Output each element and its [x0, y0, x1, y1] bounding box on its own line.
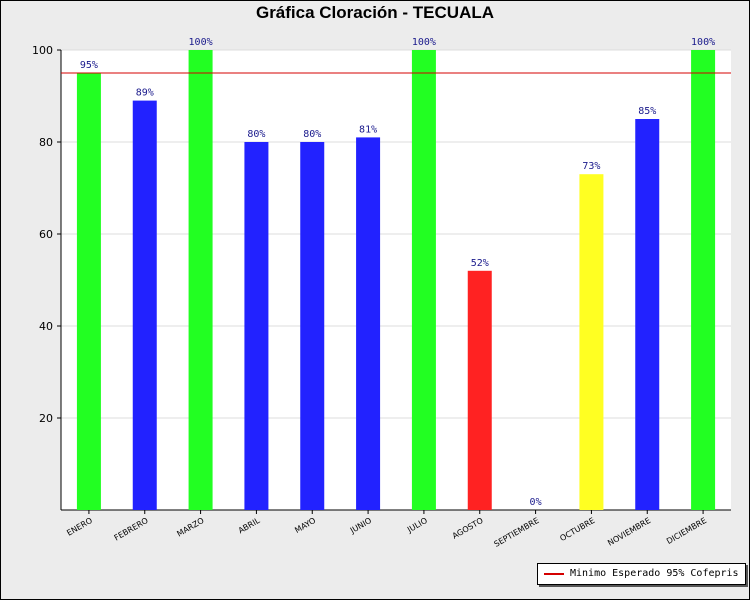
- x-tick-label-abril: ABRIL: [237, 516, 262, 536]
- data-label-marzo: 100%: [189, 37, 213, 48]
- plot-area: [61, 50, 731, 510]
- bar-agosto: [467, 270, 492, 510]
- y-tick-label: 100: [32, 44, 53, 57]
- data-label-septiembre: 0%: [530, 497, 542, 508]
- bar-mayo: [300, 142, 325, 510]
- data-label-agosto: 52%: [471, 258, 489, 269]
- legend-swatch: [544, 573, 564, 575]
- legend-label: Minimo Esperado 95% Cofepris: [570, 568, 739, 579]
- bar-junio: [356, 137, 381, 510]
- data-label-octubre: 73%: [582, 161, 600, 172]
- data-label-diciembre: 100%: [691, 37, 715, 48]
- data-label-febrero: 89%: [136, 88, 154, 99]
- data-label-abril: 80%: [247, 129, 265, 140]
- x-tick-label-julio: JULIO: [405, 516, 429, 535]
- bar-febrero: [132, 100, 157, 510]
- x-tick-label-febrero: FEBRERO: [113, 516, 150, 543]
- data-label-enero: 95%: [80, 60, 98, 71]
- x-tick-label-mayo: MAYO: [293, 516, 317, 535]
- chart-title: Gráfica Cloración - TECUALA: [255, 3, 495, 22]
- x-tick-label-agosto: AGOSTO: [451, 516, 485, 541]
- x-tick-label-diciembre: DICIEMBRE: [665, 516, 708, 546]
- bar-marzo: [188, 50, 213, 510]
- y-tick-label: 80: [39, 136, 53, 149]
- bar-abril: [244, 142, 269, 510]
- data-labels: 95% 89% 100% 80% 80% 81% 100% 52% 0% 73% 85% 100%: [80, 37, 715, 508]
- y-tick-label: 20: [39, 412, 53, 425]
- x-tick-label-enero: ENERO: [65, 516, 94, 538]
- legend: Minimo Esperado 95% Cofepris: [537, 563, 746, 585]
- x-tick-label-marzo: MARZO: [175, 516, 205, 539]
- bar-noviembre: [635, 119, 660, 510]
- bars: [76, 50, 716, 510]
- y-tick-label: 40: [39, 320, 53, 333]
- data-label-noviembre: 85%: [638, 106, 656, 117]
- bar-diciembre: [691, 50, 716, 510]
- x-tick-label-octubre: OCTUBRE: [558, 516, 596, 543]
- bar-octubre: [579, 174, 604, 510]
- x-tick-label-junio: JUNIO: [348, 516, 373, 536]
- x-tick-label-noviembre: NOVIEMBRE: [606, 516, 652, 548]
- data-label-mayo: 80%: [303, 129, 321, 140]
- data-label-julio: 100%: [412, 37, 436, 48]
- bar-julio: [411, 50, 436, 510]
- data-label-junio: 81%: [359, 124, 377, 135]
- y-tick-label: 60: [39, 228, 53, 241]
- grid-lines: [61, 49, 731, 419]
- bar-enero: [76, 73, 101, 510]
- x-tick-label-septiembre: SEPTIEMBRE: [493, 516, 541, 549]
